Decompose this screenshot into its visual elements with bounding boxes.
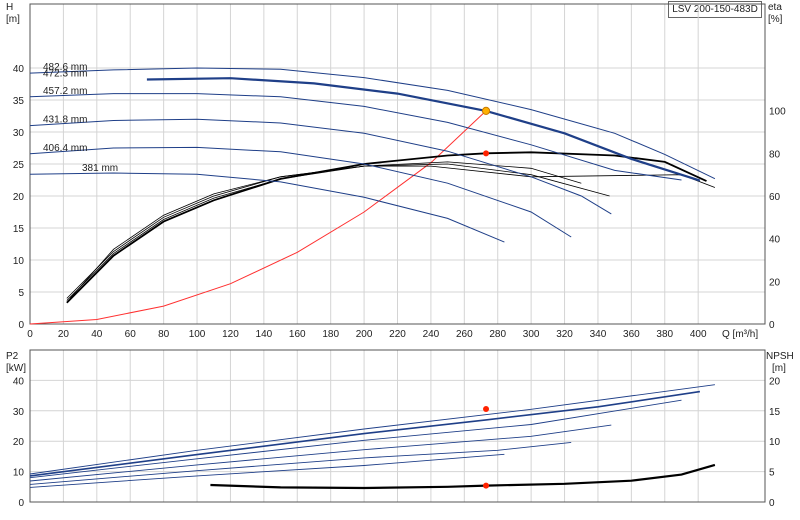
head-curve-label: 457.2 mm <box>43 86 87 97</box>
x-tick-label: 300 <box>523 329 540 340</box>
x-tick-label: 200 <box>356 329 373 340</box>
x-tick-label: 280 <box>489 329 506 340</box>
y-tick-label-head: 25 <box>13 160 25 171</box>
head-curve-label: 472.3 mm <box>43 69 87 80</box>
duty-point-npsh <box>483 482 490 489</box>
x-tick-label: 40 <box>91 329 103 340</box>
y-tick-label-head: 40 <box>13 64 25 75</box>
y-tick-label-npsh: 10 <box>769 437 781 448</box>
plot-frame-bottom <box>29 349 766 503</box>
npsh-curve <box>210 463 716 490</box>
x-tick-label: 380 <box>656 329 673 340</box>
x-tick-label: 180 <box>322 329 339 340</box>
duty-point-power <box>483 405 490 412</box>
y-tick-label-head: 5 <box>18 288 24 299</box>
y-tick-label-head: 20 <box>13 192 25 203</box>
y-tick-label-power: 40 <box>13 376 25 387</box>
system-curve <box>29 110 487 325</box>
power-curve-selected <box>29 390 701 477</box>
y-tick-label-npsh: 5 <box>769 468 775 479</box>
y-tick-label-efficiency: 20 <box>769 277 781 288</box>
x-tick-label: 100 <box>189 329 206 340</box>
x-tick-label: 140 <box>256 329 273 340</box>
axis-title-head: H <box>6 2 13 13</box>
head-curve <box>29 118 612 215</box>
head-curve-label: 381 mm <box>82 163 118 174</box>
y-tick-label-efficiency: 0 <box>769 320 775 331</box>
x-tick-label: 220 <box>389 329 406 340</box>
y-tick-label-power: 10 <box>13 468 25 479</box>
head-curve <box>29 67 716 180</box>
y-tick-label-power: 0 <box>18 498 24 509</box>
x-tick-label: 60 <box>125 329 137 340</box>
head-curve-label: 431.8 mm <box>43 115 87 126</box>
axis-title-power: P2 <box>6 351 19 362</box>
y-tick-label-head: 30 <box>13 128 25 139</box>
y-tick-label-efficiency: 80 <box>769 149 781 160</box>
x-tick-label: 160 <box>289 329 306 340</box>
duty-point-head <box>481 106 491 115</box>
power-curve <box>29 424 612 482</box>
head-curve <box>29 93 682 181</box>
axis-unit-efficiency: [%] <box>768 14 783 25</box>
power-curve <box>29 453 505 488</box>
y-tick-label-power: 30 <box>13 407 25 418</box>
x-tick-label: 260 <box>456 329 473 340</box>
axis-unit-npsh: [m] <box>772 363 786 374</box>
power-curve <box>29 384 715 475</box>
x-tick-label: 400 <box>690 329 707 340</box>
x-tick-label: 240 <box>423 329 440 340</box>
y-tick-label-npsh: 15 <box>769 407 781 418</box>
y-tick-label-power: 20 <box>13 437 25 448</box>
y-tick-label-head: 35 <box>13 96 25 107</box>
model-label: LSV 200-150-483D <box>668 1 762 18</box>
x-tick-label: 340 <box>590 329 607 340</box>
x-axis-label: Q [m³/h] <box>722 329 758 340</box>
x-tick-label: 360 <box>623 329 640 340</box>
x-tick-label: 80 <box>158 329 170 340</box>
x-tick-label: 0 <box>27 329 33 340</box>
head-curve-label: 406.4 mm <box>43 143 87 154</box>
y-tick-label-efficiency: 40 <box>769 235 781 246</box>
y-tick-label-npsh: 0 <box>769 498 775 509</box>
x-tick-label: 20 <box>58 329 70 340</box>
head-curve-label: 482.6 mm <box>43 62 87 73</box>
x-tick-label: 120 <box>222 329 239 340</box>
head-curve <box>29 172 505 243</box>
duty-point-efficiency <box>483 150 490 157</box>
axis-title-efficiency: eta <box>768 2 782 13</box>
power-curve <box>29 441 572 485</box>
y-tick-label-efficiency: 60 <box>769 192 781 203</box>
head-curve-selected <box>146 77 701 182</box>
efficiency-curve <box>69 165 716 299</box>
axis-title-npsh: NPSH <box>766 351 794 362</box>
x-tick-label: 320 <box>556 329 573 340</box>
power-curve <box>29 399 682 479</box>
plot-frame-top <box>29 3 766 325</box>
y-tick-label-efficiency: 100 <box>769 107 786 118</box>
efficiency-curve <box>66 161 582 301</box>
y-tick-label-head: 15 <box>13 224 25 235</box>
axis-unit-head: [m] <box>6 14 20 25</box>
y-tick-label-head: 0 <box>18 320 24 331</box>
y-tick-label-npsh: 20 <box>769 376 781 387</box>
head-curve <box>29 146 572 238</box>
axis-unit-power: [kW] <box>6 363 26 374</box>
y-tick-label-head: 10 <box>13 256 25 267</box>
